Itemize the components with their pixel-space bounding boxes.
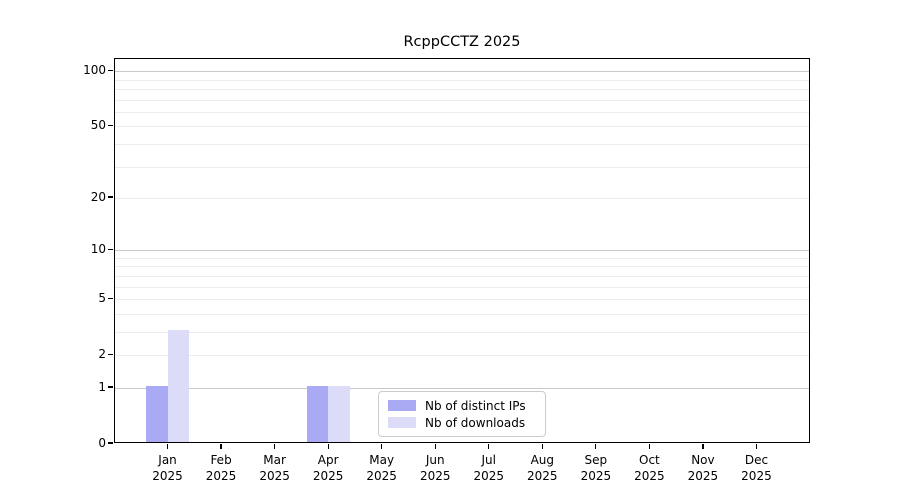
minor-gridline (115, 313, 809, 315)
bar-distinct-ips (146, 386, 168, 442)
x-tick-year: 2025 (366, 469, 397, 483)
x-tick-label: May 2025 (352, 452, 412, 484)
x-tick-mark (220, 444, 222, 449)
x-tick-mark (541, 444, 543, 449)
minor-gridline (115, 355, 809, 357)
legend-label: Nb of downloads (425, 415, 526, 430)
y-tick-label: 100 (83, 63, 106, 78)
x-tick-year: 2025 (419, 469, 451, 483)
x-tick-label: Nov 2025 (673, 452, 733, 484)
y-tick-mark (108, 196, 113, 198)
major-gridline (115, 388, 809, 389)
minor-gridline (115, 257, 809, 259)
x-tick-month: Aug (530, 453, 555, 467)
x-tick-year: 2025 (634, 469, 665, 483)
y-tick-mark (108, 442, 113, 444)
minor-gridline (115, 111, 809, 113)
x-tick-mark (381, 444, 383, 449)
x-tick-label: Oct 2025 (619, 452, 679, 484)
minor-gridline (115, 332, 809, 333)
bar-downloads (328, 386, 350, 442)
minor-gridline (115, 276, 809, 277)
minor-gridline (115, 198, 809, 200)
minor-gridline (115, 299, 809, 301)
x-tick-label: Feb 2025 (191, 452, 251, 484)
y-tick-mark (108, 124, 113, 126)
x-tick-year: 2025 (580, 469, 612, 483)
minor-gridline (115, 126, 809, 128)
legend-swatch-distinct-ips (388, 400, 416, 411)
minor-gridline (115, 286, 809, 288)
x-tick-year: 2025 (312, 469, 344, 483)
x-tick-month: Feb (210, 453, 232, 467)
y-tick-mark (108, 69, 113, 71)
x-tick-month: May (369, 453, 395, 467)
chart-title: RcppCCTZ 2025 (403, 34, 521, 50)
x-tick-month: Sep (584, 453, 608, 467)
legend-item: Nb of distinct IPs (388, 398, 537, 413)
x-tick-month: Oct (639, 453, 660, 467)
y-tick-mark (108, 386, 113, 388)
x-tick-month: Dec (744, 453, 769, 467)
y-tick-label: 2 (98, 347, 106, 362)
minor-gridline (115, 99, 809, 101)
x-tick-month: Jul (481, 453, 496, 467)
x-tick-year: 2025 (152, 469, 183, 483)
x-tick-year: 2025 (259, 469, 290, 483)
plot-area (114, 58, 810, 443)
x-tick-mark (488, 444, 490, 449)
x-tick-label: Jun 2025 (405, 452, 465, 484)
x-tick-mark (648, 444, 650, 449)
x-tick-label: Apr 2025 (298, 452, 358, 484)
x-tick-mark (434, 444, 436, 449)
x-tick-mark (274, 444, 276, 449)
legend: Nb of distinct IPs Nb of downloads (378, 391, 546, 437)
y-tick-label: 20 (90, 190, 106, 205)
x-tick-year: 2025 (687, 469, 719, 483)
x-tick-label: Jul 2025 (459, 452, 519, 484)
x-tick-month: Jan (158, 453, 177, 467)
minor-gridline (115, 143, 809, 145)
x-tick-month: Apr (317, 453, 339, 467)
x-tick-label: Dec 2025 (726, 452, 786, 484)
y-tick-label: 5 (98, 291, 106, 306)
minor-gridline (115, 166, 809, 168)
bar-downloads (167, 330, 190, 442)
x-tick-label: Sep 2025 (566, 452, 626, 484)
x-tick-mark (595, 444, 597, 449)
minor-gridline (115, 266, 809, 268)
y-tick-mark (108, 297, 113, 299)
x-tick-month: Nov (691, 453, 715, 467)
y-tick-label: 50 (90, 118, 106, 133)
x-tick-mark (702, 444, 704, 449)
x-tick-label: Aug 2025 (512, 452, 572, 484)
x-tick-label: Jan 2025 (138, 452, 198, 484)
legend-label: Nb of distinct IPs (425, 398, 526, 413)
y-tick-mark (108, 248, 113, 250)
bar-distinct-ips (306, 386, 329, 442)
minor-gridline (115, 88, 809, 90)
x-tick-year: 2025 (473, 469, 505, 483)
x-tick-label: Mar 2025 (245, 452, 305, 484)
x-tick-month: Jun (425, 453, 445, 467)
y-tick-label: 0 (98, 436, 106, 450)
x-tick-year: 2025 (205, 469, 237, 483)
major-gridline (115, 71, 809, 73)
x-tick-year: 2025 (741, 469, 772, 483)
major-gridline (115, 250, 809, 252)
x-tick-mark (166, 444, 169, 449)
x-tick-year: 2025 (527, 469, 558, 483)
legend-item: Nb of downloads (388, 415, 537, 430)
x-tick-mark (755, 444, 758, 449)
legend-swatch-downloads (388, 417, 416, 428)
x-tick-month: Mar (263, 453, 286, 467)
y-tick-label: 1 (98, 380, 106, 394)
y-tick-mark (108, 353, 113, 355)
y-tick-label: 10 (90, 242, 106, 257)
x-tick-mark (327, 444, 329, 449)
minor-gridline (115, 79, 809, 81)
